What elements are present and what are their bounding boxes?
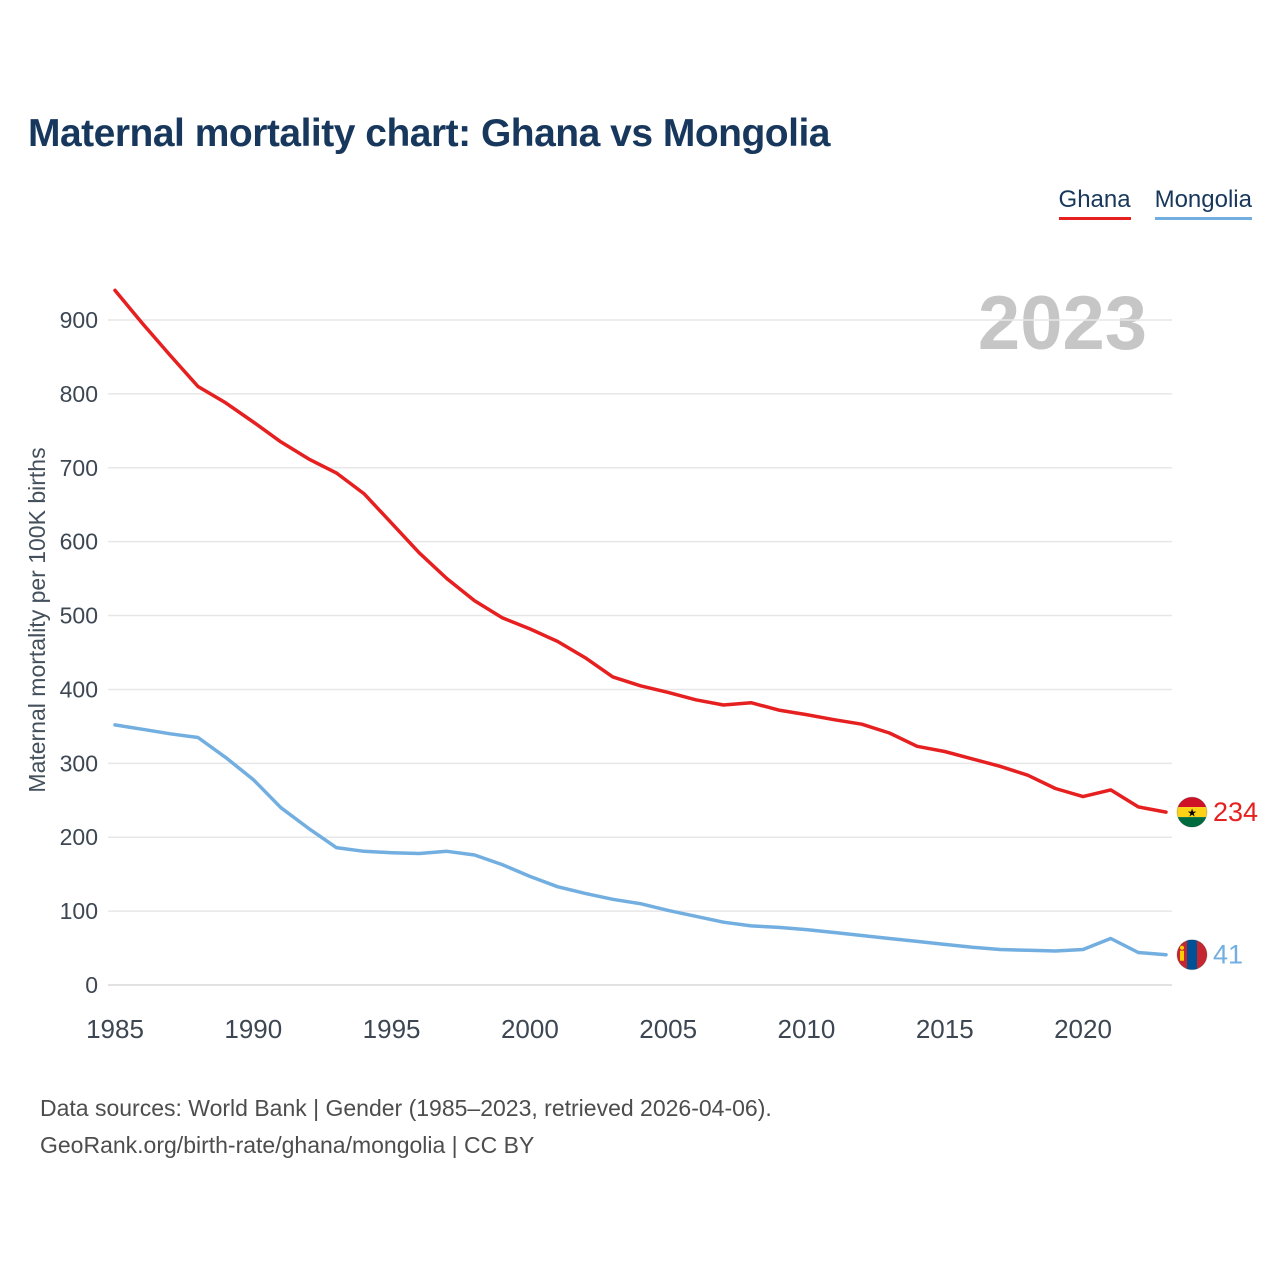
page-title: Maternal mortality chart: Ghana vs Mongo… [28, 112, 831, 155]
attribution-text: GeoRank.org/birth-rate/ghana/mongolia | … [40, 1131, 535, 1158]
y-tick-label: 200 [60, 824, 98, 850]
legend-item-mongolia[interactable]: Mongolia [1154, 186, 1252, 220]
y-tick-label: 700 [60, 455, 98, 481]
x-tick-label: 2020 [1054, 1014, 1112, 1044]
y-tick-label: 900 [60, 307, 98, 333]
x-tick-label: 1990 [224, 1014, 282, 1044]
footer: Data sources: World Bank | Gender (1985–… [40, 1090, 1240, 1164]
data-sources-text: Data sources: World Bank | Gender (1985–… [40, 1095, 772, 1121]
y-tick-label: 800 [60, 381, 98, 407]
x-tick-label: 2005 [639, 1014, 697, 1044]
x-tick-label: 2015 [916, 1014, 974, 1044]
mongolia-end-value: 41 [1213, 940, 1243, 970]
x-tick-label: 2000 [501, 1014, 559, 1044]
legend: Ghana Mongolia [1058, 186, 1252, 220]
y-tick-label: 600 [60, 529, 98, 555]
svg-text:★: ★ [1187, 808, 1197, 820]
y-axis-label: Maternal mortality per 100K births [24, 447, 50, 792]
ghana-end-value: 234 [1213, 797, 1258, 827]
y-tick-label: 0 [85, 972, 98, 998]
legend-item-ghana[interactable]: Ghana [1058, 186, 1131, 220]
x-tick-label: 1985 [86, 1014, 144, 1044]
y-tick-label: 500 [60, 603, 98, 629]
mongolia-line [113, 723, 1168, 957]
mongolia-flag-icon [1177, 939, 1207, 970]
x-tick-label: 2010 [778, 1014, 836, 1044]
y-tick-label: 400 [60, 676, 98, 702]
y-tick-label: 300 [60, 750, 98, 776]
x-tick-label: 1995 [363, 1014, 421, 1044]
ghana-flag-icon: ★ [1177, 797, 1207, 828]
y-tick-label: 100 [60, 898, 98, 924]
ghana-line [113, 288, 1168, 814]
year-watermark: 2023 [977, 281, 1147, 366]
